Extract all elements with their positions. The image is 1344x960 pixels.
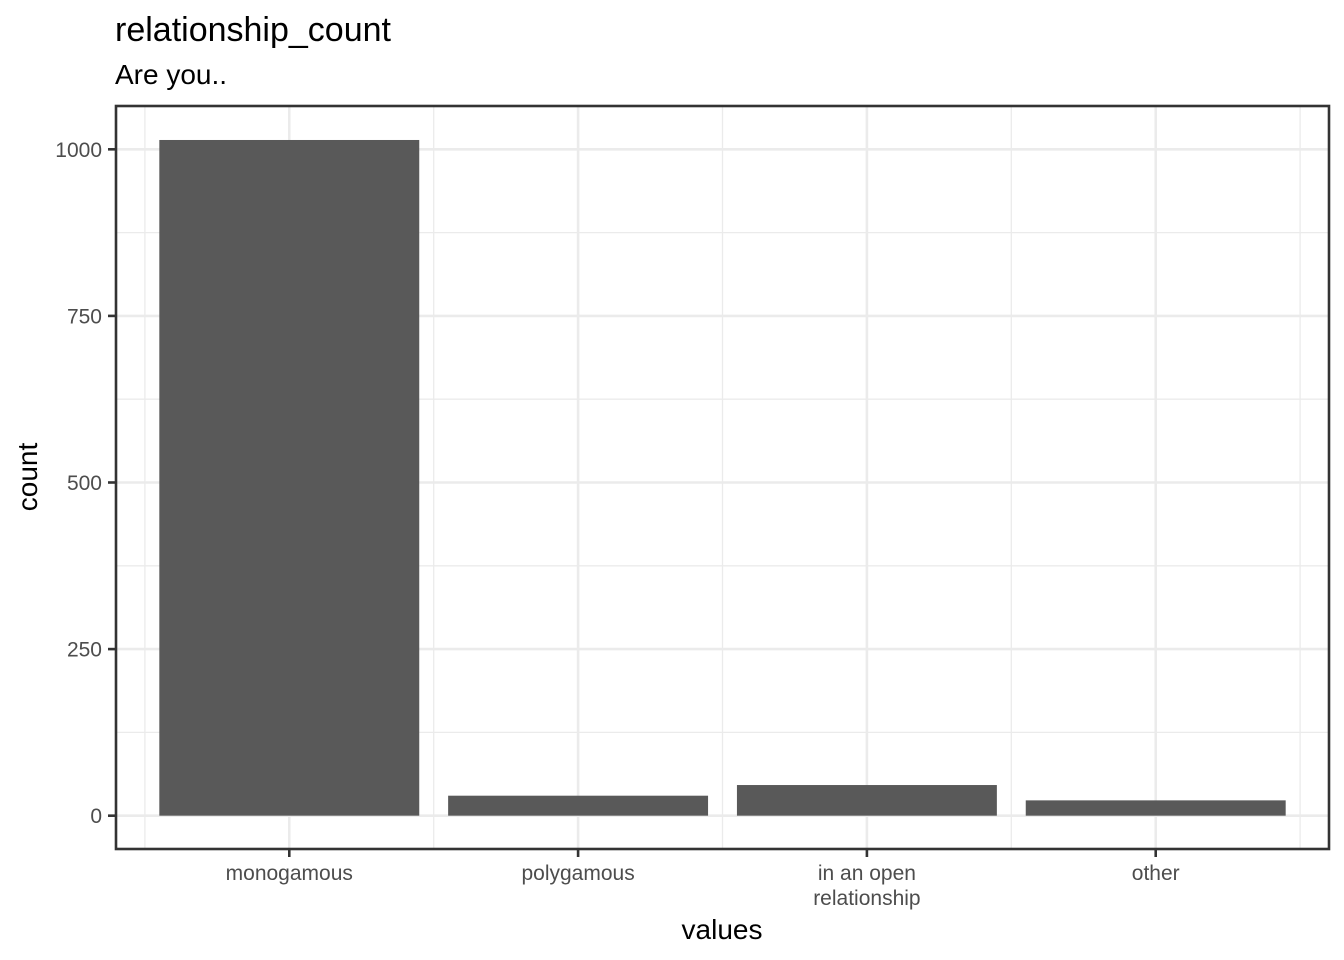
y-tick-label: 750 xyxy=(67,305,102,328)
y-axis-title: count xyxy=(12,443,43,512)
y-tick-label: 500 xyxy=(67,472,102,495)
plot-panel xyxy=(114,104,1331,851)
chart-subtitle: Are you.. xyxy=(115,59,227,90)
x-axis-title: values xyxy=(682,914,763,945)
bar-polygamous xyxy=(448,795,709,816)
chart-title: relationship_count xyxy=(115,11,392,49)
y-tick-label: 250 xyxy=(67,639,102,662)
y-tick-label: 0 xyxy=(90,805,102,828)
panel-border xyxy=(114,104,1331,851)
bar-monogamous xyxy=(159,139,420,816)
x-tick-label: in an open xyxy=(818,862,916,885)
y-tick-label: 1000 xyxy=(55,139,102,162)
x-tick-label: relationship xyxy=(813,887,920,910)
x-tick-label: monogamous xyxy=(226,862,353,885)
bar-other xyxy=(1025,800,1286,816)
x-tick-label: polygamous xyxy=(521,862,634,885)
x-tick-label: other xyxy=(1132,862,1180,885)
bar-in-an-open-relationship xyxy=(736,785,997,816)
